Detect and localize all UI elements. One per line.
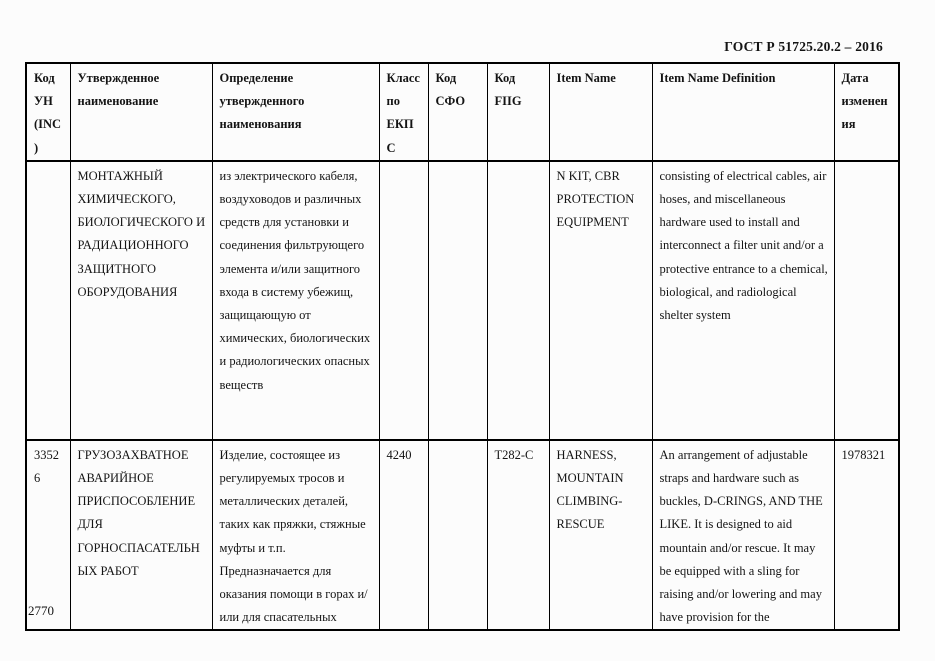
table-header-row: Код УН (INC) Утвержденное наименование О…: [25, 62, 900, 162]
cell-approved-name-definition: Изделие, состоящее из регулируемых тросо…: [211, 439, 380, 631]
cell-approved-name: ГРУЗОЗАХВАТНОЕ АВАРИЙНОЕ ПРИСПОСОБЛЕНИЕ …: [69, 439, 213, 631]
item-classification-table: Код УН (INC) Утвержденное наименование О…: [25, 62, 900, 632]
table-row: МОНТАЖНЫЙ ХИМИЧЕСКОГО, БИОЛОГИЧЕСКОГО И …: [25, 160, 900, 441]
cell-ekps-class: 4240: [378, 439, 429, 631]
cell-sfo-code: [427, 439, 488, 631]
cell-item-name: HARNESS, MOUNTAIN CLIMBING-RESCUE: [548, 439, 653, 631]
cell-fiig-code: [486, 160, 550, 441]
cell-change-date: [833, 160, 900, 441]
column-header-approved-name-definition: Определение утвержденного наименования: [211, 62, 380, 162]
column-header-item-name-definition: Item Name Definition: [651, 62, 835, 162]
cell-item-name: N KIT, CBR PROTECTION EQUIPMENT: [548, 160, 653, 441]
cell-sfo-code: [427, 160, 488, 441]
column-header-sfo-code: Код СФО: [427, 62, 488, 162]
cell-item-name-definition: consisting of electrical cables, air hos…: [651, 160, 835, 441]
document-standard-reference: ГОСТ Р 51725.20.2 – 2016: [724, 39, 883, 54]
cell-inc-code: [25, 160, 71, 441]
cell-change-date: 1978321: [833, 439, 900, 631]
cell-approved-name: МОНТАЖНЫЙ ХИМИЧЕСКОГО, БИОЛОГИЧЕСКОГО И …: [69, 160, 213, 441]
page-number: 2770: [28, 603, 54, 618]
cell-fiig-code: T282-C: [486, 439, 550, 631]
column-header-approved-name: Утвержденное наименование: [69, 62, 213, 162]
column-header-change-date: Дата изменения: [833, 62, 900, 162]
column-header-item-name: Item Name: [548, 62, 653, 162]
column-header-inc-code: Код УН (INC): [25, 62, 71, 162]
cell-ekps-class: [378, 160, 429, 441]
table-row: 33526 ГРУЗОЗАХВАТНОЕ АВАРИЙНОЕ ПРИСПОСОБ…: [25, 439, 900, 631]
cell-approved-name-definition: из электрического кабеля, воздуховодов и…: [211, 160, 380, 441]
column-header-fiig-code: Код FIIG: [486, 62, 550, 162]
cell-inc-code: 33526: [25, 439, 71, 631]
column-header-ekps-class: Класс по ЕКПС: [378, 62, 429, 162]
cell-item-name-definition: An arrangement of adjustable straps and …: [651, 439, 835, 631]
